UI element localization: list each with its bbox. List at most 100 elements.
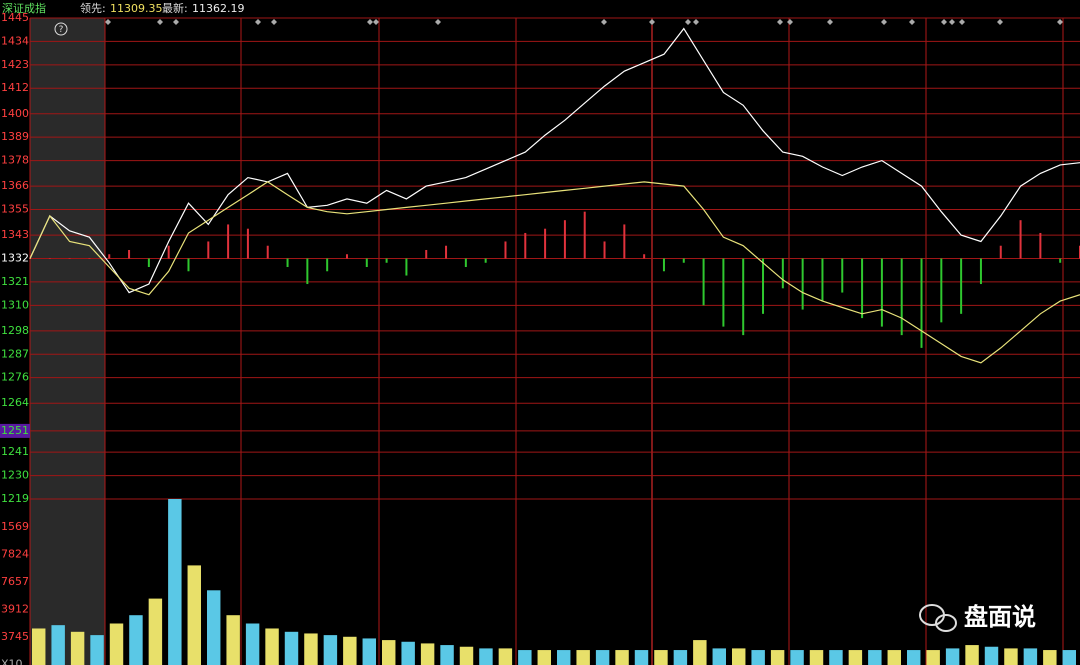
y-tick-label: 1276 — [1, 371, 29, 384]
volume-bar — [965, 645, 979, 665]
volume-bar — [226, 615, 240, 665]
y-tick-label: 1310 — [1, 298, 29, 311]
diff-bar — [167, 245, 170, 259]
volume-axis-label: 7657 — [1, 575, 29, 588]
diff-bar — [445, 245, 448, 259]
volume-bar — [848, 650, 863, 665]
diff-bar — [920, 258, 923, 348]
volume-bar — [440, 645, 454, 665]
y-tick-label: 1287 — [1, 347, 29, 360]
help-icon[interactable]: ? — [54, 22, 68, 36]
volume-bar — [809, 650, 824, 665]
diff-bar — [524, 232, 527, 259]
y-tick-label: 1400 — [1, 107, 29, 120]
volume-bar — [459, 646, 474, 665]
volume-axis-label: 3912 — [1, 603, 29, 616]
volume-bar — [245, 623, 260, 665]
diff-bar — [682, 258, 685, 263]
y-tick-label: 1321 — [1, 275, 29, 288]
diff-bar — [722, 258, 725, 327]
volume-bar — [323, 635, 338, 665]
y-tick-label: 1445 — [1, 11, 29, 24]
volume-bar — [790, 650, 804, 665]
watermark-text: 盘面说 — [964, 603, 1036, 631]
volume-bar — [673, 650, 688, 665]
time-grid — [29, 18, 1064, 665]
volume-bar — [420, 643, 435, 665]
diff-bar — [187, 258, 190, 272]
volume-axis-label: 7824 — [1, 548, 29, 561]
volume-bar — [829, 650, 843, 665]
volume-bar — [479, 648, 493, 665]
volume-bar — [284, 631, 299, 665]
y-tick-label: 1366 — [1, 179, 29, 192]
diff-bar — [583, 211, 586, 259]
price-line — [29, 181, 1080, 364]
watermark: 盘面说 — [919, 603, 1036, 632]
event-markers — [105, 19, 1063, 25]
diff-bar — [900, 258, 903, 336]
volume-bar — [907, 650, 921, 665]
diff-bar — [246, 228, 249, 259]
volume-bar — [90, 635, 104, 665]
y-tick-label: 1378 — [1, 154, 29, 167]
y-tick-label: 1412 — [1, 81, 29, 94]
y-tick-label: 1434 — [1, 34, 29, 47]
y-tick-label: 1230 — [1, 469, 29, 482]
volume-bar — [382, 640, 396, 665]
pre-open-area — [30, 18, 105, 665]
volume-bar — [712, 648, 726, 665]
y-tick-label: 1298 — [1, 324, 29, 337]
volume-bar — [362, 638, 376, 665]
volume-bar — [265, 628, 279, 665]
y-tick-label: 1332 — [1, 252, 29, 265]
diff-bar — [504, 241, 507, 259]
diff-bar — [484, 258, 487, 263]
latest-label: 最新: — [162, 1, 188, 15]
volume-bar — [887, 650, 901, 665]
diff-bar — [563, 220, 566, 259]
volume-axis-label: 1569 — [1, 520, 29, 533]
diff-bar — [227, 224, 230, 259]
diff-bar — [623, 224, 626, 259]
volume-bar — [168, 499, 182, 665]
y-tick-label: 1355 — [1, 203, 29, 216]
diff-bar — [643, 254, 646, 259]
diff-bar — [345, 254, 348, 259]
volume-bar — [187, 565, 201, 665]
volume-bar — [770, 650, 785, 665]
diff-bar — [841, 258, 844, 293]
volume-axis-label: X10 — [1, 658, 23, 665]
volume-bar — [51, 625, 65, 665]
diff-bar — [940, 258, 943, 323]
diff-bar — [385, 258, 388, 263]
index-name: 深证成指 — [2, 1, 46, 15]
volume-bar — [557, 650, 571, 665]
volume-bar — [1023, 648, 1038, 665]
diff-bar — [326, 258, 329, 272]
volume-bar — [615, 650, 629, 665]
volume-bar — [1062, 650, 1076, 665]
y-tick-label: 1389 — [1, 130, 29, 143]
diff-bar — [960, 258, 963, 314]
y-tick-label: 1219 — [1, 492, 29, 505]
volume-bar — [732, 648, 746, 665]
volume-bar — [70, 631, 85, 665]
diff-bar — [1039, 232, 1042, 259]
y-tick-label: 1264 — [1, 396, 29, 409]
price-line — [29, 27, 1080, 294]
diff-bar — [821, 258, 824, 302]
volume-bar — [926, 650, 940, 665]
diff-bar — [1019, 220, 1022, 259]
diff-bar — [128, 249, 131, 259]
volume-bar — [401, 641, 415, 665]
volume-bar — [129, 615, 143, 665]
y-tick-label: 1241 — [1, 445, 29, 458]
volume-bar — [537, 650, 551, 665]
volume-bar — [498, 648, 513, 665]
volume-bar — [751, 650, 765, 665]
header: 深证成指 领先: 11309.35 最新: 11362.19 — [2, 1, 245, 15]
diff-bar — [425, 249, 428, 259]
volume-bar — [1043, 650, 1057, 665]
diff-bar — [68, 258, 71, 259]
